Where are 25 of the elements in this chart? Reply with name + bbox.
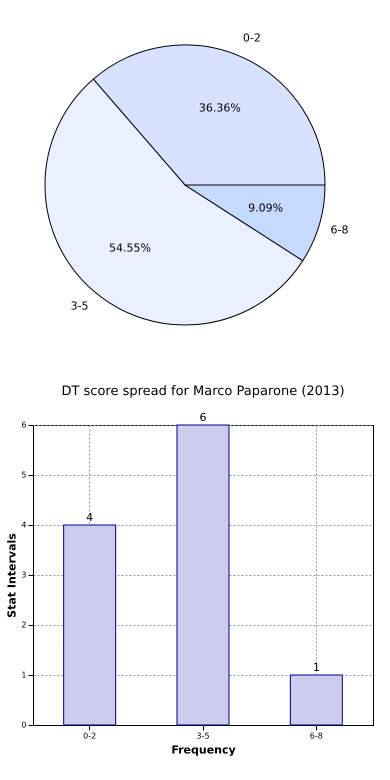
x-tick-label: 6-8: [310, 732, 323, 740]
y-tick-label: 5: [21, 470, 26, 480]
y-tick-label: 4: [21, 520, 26, 530]
data-label: 4: [86, 511, 94, 524]
y-tick-label: 1: [21, 670, 26, 680]
y-axis-title: Stat Intervals: [5, 532, 18, 618]
data-label: 1: [312, 661, 320, 674]
chart-title: DT score spread for Marco Paparone (2013): [61, 384, 345, 399]
data-label: 9.09%: [248, 202, 284, 215]
x-tick-label: 3-5: [196, 732, 210, 740]
y-tick-label: 6: [21, 420, 26, 430]
y-tick-label: 2: [21, 620, 26, 630]
slice-label: 0-2: [242, 32, 261, 45]
slice-label: 3-5: [70, 300, 89, 313]
y-tick-label: 0: [21, 720, 26, 730]
data-label: 6: [200, 411, 206, 424]
bar: [63, 524, 116, 726]
data-label: 36.36%: [198, 102, 241, 115]
x-tick-label: 0-2: [83, 732, 96, 740]
x-axis-title: Frequency: [171, 744, 236, 756]
slice-label: 6-8: [330, 223, 348, 236]
bar: [290, 674, 343, 726]
data-label: 54.55%: [109, 241, 151, 254]
bar: [176, 424, 230, 726]
y-tick-label: 3: [21, 570, 26, 580]
